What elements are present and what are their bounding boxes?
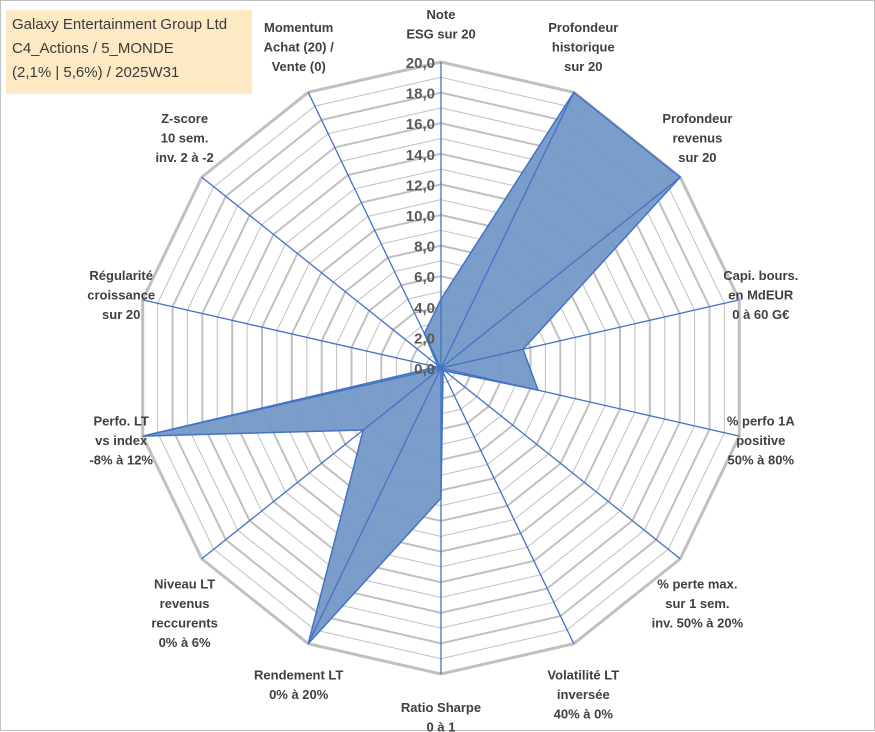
axis-label-line: inversée: [557, 687, 610, 702]
axis-label-line: sur 20: [564, 59, 602, 74]
axis-label-line: 10 sem.: [161, 131, 209, 146]
radial-tick-label: 20,0: [406, 55, 435, 72]
axis-label-line: historique: [552, 40, 615, 55]
axis-label-group: Niveau LT revenus reccurents 0% à 6%: [151, 577, 217, 651]
radial-tick-label: 14,0: [406, 147, 435, 164]
axis-label-line: en MdEUR: [728, 287, 794, 302]
axis-label-group: Profondeur revenus sur 20: [662, 111, 732, 165]
axis-label-line: Z-score: [161, 111, 208, 126]
radial-tick-label: 4,0: [414, 300, 435, 317]
axis-label-group: Ratio Sharpe 0 à 1: [401, 700, 481, 732]
axis-label-line: sur 20: [102, 307, 140, 322]
axis-label-line: 40% à 0%: [554, 707, 614, 722]
axis-label-group: Perfo. LT vs index -8% à 12%: [89, 414, 153, 468]
axis-label-line: % perfo 1A: [727, 414, 796, 429]
axis-label-group: Z-score 10 sem. inv. 2 à -2: [155, 111, 213, 165]
axis-label-line: -8% à 12%: [89, 453, 153, 468]
axis-label-group: % perte max. sur 1 sem. inv. 50% à 20%: [652, 577, 744, 631]
axis-label-line: reccurents: [151, 616, 217, 631]
axis-label-line: Achat (20) /: [264, 40, 334, 55]
axis-label-group: Rendement LT 0% à 20%: [254, 668, 343, 703]
axis-label-group: Capi. bours. en MdEUR 0 à 60 G€: [723, 268, 798, 322]
axis-label-line: 50% à 80%: [728, 453, 795, 468]
radial-tick-label: 18,0: [406, 86, 435, 103]
axis-label-line: Vente (0): [272, 59, 326, 74]
radial-tick-label: 0,0: [414, 361, 435, 378]
axis-label-line: Capi. bours.: [723, 268, 798, 283]
radar-tick-labels: 0,0 2,0 4,0 6,0 8,0 10,0 12,0 14,0 16,0 18,0 20,0: [406, 55, 435, 378]
axis-label-line: inv. 2 à -2: [155, 150, 213, 165]
axis-label-line: 0% à 6%: [159, 635, 211, 650]
axis-label-line: ESG sur 20: [406, 27, 475, 42]
axis-label-line: Profondeur: [548, 20, 618, 35]
axis-label-line: revenus: [672, 131, 722, 146]
axis-label-line: Rendement LT: [254, 668, 343, 683]
radial-tick-label: 8,0: [414, 239, 435, 256]
axis-label-line: Régularité: [89, 268, 153, 283]
axis-label-line: croissance: [87, 287, 155, 302]
axis-label-line: Momentum: [264, 20, 333, 35]
axis-label-line: 0% à 20%: [269, 687, 329, 702]
axis-label-line: sur 20: [678, 150, 716, 165]
axis-label-line: Perfo. LT: [94, 414, 149, 429]
axis-label-line: revenus: [160, 596, 210, 611]
axis-label-line: inv. 50% à 20%: [652, 616, 744, 631]
axis-label-group: Régularité croissance sur 20: [87, 268, 155, 322]
axis-label-line: Note: [427, 7, 456, 22]
axis-label-group: % perfo 1A positive 50% à 80%: [727, 414, 796, 468]
axis-label-line: Volatilité LT: [547, 668, 619, 683]
axis-label-group: Volatilité LT inversée 40% à 0%: [547, 668, 619, 722]
axis-label-line: Ratio Sharpe: [401, 700, 481, 715]
axis-label-group: Note ESG sur 20: [406, 7, 475, 42]
axis-label-line: positive: [736, 433, 785, 448]
axis-label-line: 0 à 60 G€: [732, 307, 789, 322]
axis-label-line: vs index: [95, 433, 148, 448]
axis-label-line: Profondeur: [662, 111, 732, 126]
radial-tick-label: 10,0: [406, 208, 435, 225]
radial-tick-label: 6,0: [414, 269, 435, 286]
radial-tick-label: 16,0: [406, 116, 435, 133]
axis-label-line: % perte max.: [657, 577, 737, 592]
axis-label-line: Niveau LT: [154, 577, 215, 592]
axis-label-line: 0 à 1: [427, 720, 456, 732]
axis-label-group: Profondeur historique sur 20: [548, 20, 618, 74]
axis-label-line: sur 1 sem.: [665, 596, 729, 611]
radial-tick-label: 2,0: [414, 330, 435, 347]
radial-tick-label: 12,0: [406, 177, 435, 194]
axis-label-group: Momentum Achat (20) / Vente (0): [264, 20, 334, 74]
